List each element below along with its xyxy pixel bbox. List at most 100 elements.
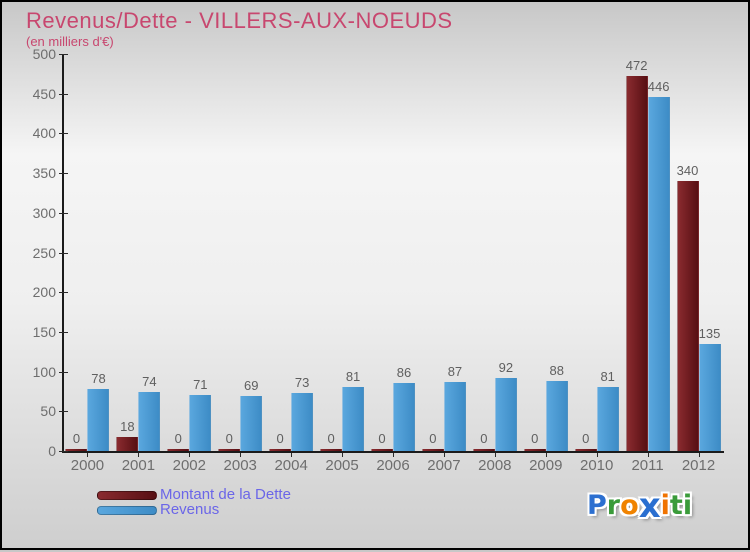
value-label-dette-2004: 0 xyxy=(276,431,284,446)
x-tick-mark xyxy=(138,453,140,457)
value-label-dette-2003: 0 xyxy=(225,431,233,446)
x-category-label: 2008 xyxy=(478,457,512,474)
y-tick-label: 500 xyxy=(32,46,56,62)
bar-revenus-2001 xyxy=(138,392,161,451)
legend-item-revenus: Revenus xyxy=(97,501,291,518)
value-label-dette-2000: 0 xyxy=(72,431,81,446)
y-tick-label: 350 xyxy=(32,165,56,182)
value-label-dette-2008: 0 xyxy=(480,431,488,446)
x-category-label: 2005 xyxy=(325,457,359,474)
y-tick-label: 0 xyxy=(48,443,56,459)
y-tick-label: 150 xyxy=(32,323,56,340)
y-tick-mark xyxy=(59,93,68,95)
x-category-label: 2012 xyxy=(681,457,716,474)
value-label-revenus-2010: 81 xyxy=(600,368,615,384)
bar-dette-2005 xyxy=(320,449,343,451)
logo-letter-4: i xyxy=(660,490,670,521)
bar-revenus-2003 xyxy=(240,396,263,451)
legend: Montant de la Dette Revenus xyxy=(97,486,291,518)
value-label-revenus-2012: 135 xyxy=(698,325,721,341)
bar-revenus-2005 xyxy=(342,386,365,451)
x-tick-mark xyxy=(87,453,89,457)
bar-revenus-2009 xyxy=(545,381,568,451)
y-tick-label: 100 xyxy=(32,363,56,380)
value-label-dette-2012: 340 xyxy=(676,163,699,179)
y-tick-label: 400 xyxy=(32,125,56,142)
logo-letter-5: t xyxy=(669,490,683,521)
y-tick-mark xyxy=(59,133,68,135)
value-label-dette-2005: 0 xyxy=(327,431,335,446)
x-tick-mark xyxy=(393,453,394,457)
logo-letter-0: P xyxy=(587,490,607,521)
value-label-dette-2010: 0 xyxy=(582,431,590,446)
x-tick-mark xyxy=(291,453,293,457)
value-label-revenus-2011: 446 xyxy=(647,78,670,94)
bar-revenus-2006 xyxy=(393,382,415,451)
chart-subtitle: (en milliers d'€) xyxy=(26,34,114,49)
value-label-revenus-2003: 69 xyxy=(243,378,259,394)
x-category-label: 2001 xyxy=(121,457,156,474)
bar-dette-2012 xyxy=(676,181,699,451)
y-tick-label: 50 xyxy=(40,403,56,420)
bar-dette-2008 xyxy=(472,449,495,451)
bar-revenus-2008 xyxy=(494,377,517,451)
y-tick-label: 250 xyxy=(32,244,56,261)
y-axis-line xyxy=(62,54,64,453)
bar-revenus-2004 xyxy=(291,393,314,451)
value-label-revenus-2002: 71 xyxy=(193,376,208,392)
x-tick-mark xyxy=(545,453,547,457)
x-tick-mark xyxy=(189,453,191,457)
bar-dette-2011 xyxy=(625,76,648,451)
x-category-label: 2009 xyxy=(529,457,563,474)
x-category-label: 2004 xyxy=(274,457,308,474)
value-label-revenus-2007: 87 xyxy=(447,363,463,379)
value-label-revenus-2001: 74 xyxy=(142,374,157,390)
x-category-label: 2011 xyxy=(631,457,664,474)
legend-swatch-dette xyxy=(97,490,157,500)
value-label-revenus-2009: 88 xyxy=(549,363,564,379)
y-tick-mark xyxy=(59,173,68,175)
x-category-label: 2002 xyxy=(172,457,206,474)
x-category-label: 2007 xyxy=(427,457,461,474)
legend-label-revenus: Revenus xyxy=(160,501,220,518)
x-category-label: 2006 xyxy=(376,457,410,474)
bar-revenus-2012 xyxy=(698,343,721,451)
y-tick-label: 450 xyxy=(32,85,56,102)
x-category-label: 2003 xyxy=(223,457,257,474)
legend-label-dette: Montant de la Dette xyxy=(160,486,291,503)
y-tick-mark xyxy=(59,411,68,413)
y-tick-mark xyxy=(59,212,68,214)
value-label-dette-2002: 0 xyxy=(174,431,182,446)
bar-dette-2002 xyxy=(167,449,190,451)
y-tick-mark xyxy=(59,371,68,373)
value-label-dette-2001: 18 xyxy=(120,418,135,434)
bar-revenus-2007 xyxy=(443,381,466,451)
x-axis-line xyxy=(62,451,724,453)
y-tick-mark xyxy=(59,331,68,333)
value-label-dette-2011: 472 xyxy=(625,58,648,74)
value-label-revenus-2006: 86 xyxy=(396,364,412,380)
y-tick-mark xyxy=(59,54,68,55)
x-category-label: 2000 xyxy=(70,457,105,474)
bar-dette-2007 xyxy=(421,449,444,451)
value-label-revenus-2004: 73 xyxy=(294,375,310,391)
y-tick-mark xyxy=(59,252,68,254)
x-tick-mark xyxy=(596,453,598,457)
bar-revenus-2000 xyxy=(87,389,110,451)
value-label-dette-2009: 0 xyxy=(531,431,539,446)
x-category-label: 2010 xyxy=(580,457,614,474)
bar-dette-2001 xyxy=(116,436,139,451)
value-label-revenus-2000: 78 xyxy=(91,371,106,387)
value-label-revenus-2005: 81 xyxy=(345,368,361,384)
bar-revenus-2011 xyxy=(647,96,670,451)
y-tick-label: 300 xyxy=(32,204,56,221)
x-tick-mark xyxy=(240,453,242,457)
y-tick-mark xyxy=(59,451,68,452)
y-tick-label: 200 xyxy=(32,284,56,301)
value-label-dette-2007: 0 xyxy=(429,431,437,446)
bar-revenus-2002 xyxy=(189,394,212,451)
value-label-revenus-2008: 92 xyxy=(498,359,514,375)
x-tick-mark xyxy=(494,453,496,457)
bar-revenus-2010 xyxy=(596,386,619,451)
